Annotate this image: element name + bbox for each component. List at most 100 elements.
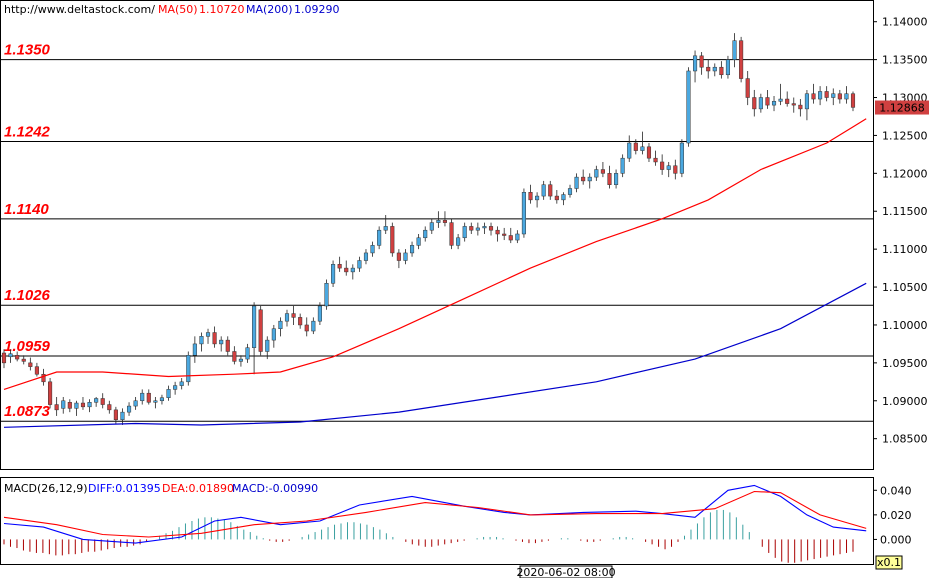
- candle: [396, 249, 401, 269]
- candle: [344, 260, 349, 276]
- price-tick-label: 1.12500: [882, 129, 928, 142]
- ma50-value: 1.10720: [199, 3, 245, 16]
- candle: [462, 222, 467, 242]
- candle: [159, 394, 165, 405]
- macd-panel-frame: [0, 477, 874, 565]
- candle: [528, 184, 533, 204]
- candle: [699, 52, 704, 75]
- candle: [252, 302, 257, 375]
- candle: [192, 336, 197, 363]
- scale-label: x0.1: [877, 556, 901, 569]
- candle: [508, 227, 513, 244]
- current-price-label: 1.12868: [879, 102, 925, 115]
- candle: [212, 326, 217, 348]
- candle: [350, 264, 355, 280]
- candle: [331, 260, 336, 288]
- candle: [416, 233, 421, 250]
- macd-indicator: [3, 484, 867, 563]
- macd-value-label: MACD:-0.00990: [232, 482, 318, 495]
- ma200-line: [3, 282, 867, 428]
- candle: [271, 324, 276, 348]
- candle: [798, 99, 803, 117]
- candle: [666, 161, 671, 178]
- candle: [258, 306, 263, 356]
- candle: [712, 63, 717, 77]
- price-tick-label: 1.08500: [882, 433, 928, 446]
- candle: [620, 154, 625, 178]
- price-tick-label: 1.13500: [882, 54, 928, 67]
- candle: [548, 180, 553, 200]
- candle: [475, 222, 480, 236]
- candle: [581, 169, 586, 185]
- candle: [449, 218, 454, 250]
- candle: [614, 169, 619, 189]
- candle: [811, 83, 816, 104]
- candle: [771, 96, 777, 112]
- candle: [469, 222, 474, 234]
- candle: [199, 332, 204, 352]
- candle: [107, 400, 112, 414]
- candle: [844, 86, 849, 104]
- time-cursor: 2020-06-02 08:00: [516, 565, 616, 578]
- level-label: 1.0959: [4, 338, 51, 355]
- candle: [120, 408, 125, 426]
- price-tick-label: 1.09000: [882, 395, 928, 408]
- candle: [739, 36, 744, 83]
- candle: [304, 317, 309, 337]
- candle: [140, 389, 145, 405]
- price-tick-label: 1.10500: [882, 281, 928, 294]
- ma200-value: 1.09290: [294, 3, 340, 16]
- candle: [67, 399, 72, 413]
- candle: [804, 89, 809, 121]
- candle: [278, 317, 283, 337]
- candle: [837, 89, 842, 104]
- price-tick-label: 1.09500: [882, 357, 928, 370]
- candle: [205, 328, 211, 344]
- candle: [363, 249, 369, 265]
- candle: [541, 180, 546, 200]
- current-price-marker: 1.12868: [875, 100, 929, 115]
- macd-title: MACD(26,12,9): [4, 482, 88, 495]
- candle: [179, 378, 184, 390]
- level-label: 1.1026: [4, 287, 51, 304]
- candle: [146, 389, 151, 405]
- macd-tick-label: 0.040: [880, 484, 912, 497]
- macd-diff-line: [3, 484, 867, 544]
- candle: [113, 406, 118, 424]
- candle: [686, 67, 691, 147]
- macd-dea-label: DEA:0.01890: [162, 482, 234, 495]
- candle: [482, 222, 487, 234]
- candle: [587, 173, 592, 189]
- macd-header: MACD(26,12,9) DIFF:0.01395 DEA:0.01890 M…: [4, 482, 318, 495]
- candle: [488, 222, 494, 236]
- candle: [87, 399, 92, 413]
- main-panel-frame: [0, 0, 874, 470]
- price-tick-label: 1.11500: [882, 205, 928, 218]
- candle: [850, 91, 856, 112]
- candle: [594, 165, 599, 181]
- level-label: 1.1350: [4, 42, 51, 59]
- candle: [607, 165, 612, 189]
- time-cursor-label: 2020-06-02 08:00: [516, 566, 615, 578]
- candle: [94, 396, 99, 407]
- candle: [732, 33, 737, 68]
- scale-indicator[interactable]: x0.1: [875, 555, 903, 570]
- candle: [778, 83, 783, 106]
- candle: [54, 396, 59, 416]
- candle: [153, 396, 158, 409]
- candle: [383, 215, 388, 234]
- candle: [21, 355, 26, 365]
- candle: [48, 378, 53, 409]
- candle: [456, 233, 461, 250]
- candle: [752, 89, 757, 117]
- moving-averages: [3, 118, 867, 428]
- support-resistance-levels: 1.1350 1.1242 1.1140 1.1026 1.0959 1.0873: [1, 42, 873, 422]
- level-label: 1.1140: [4, 201, 49, 218]
- candle: [831, 88, 836, 106]
- ma50-label: MA(50): [158, 3, 198, 16]
- candle: [673, 159, 678, 180]
- candle: [390, 222, 395, 257]
- candle: [660, 154, 665, 175]
- source-url[interactable]: http://www.deltastock.com/: [4, 3, 155, 16]
- candle: [679, 139, 684, 178]
